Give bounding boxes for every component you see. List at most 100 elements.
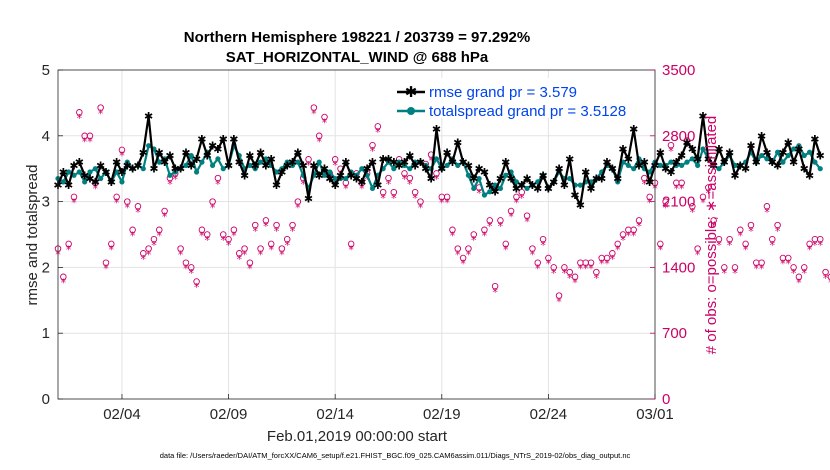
obs-possible-point [140,250,147,257]
rmse-point: ✱ [272,179,281,192]
obs-possible-point [545,254,552,262]
rmse-point: ✱ [128,163,137,176]
rmse-point: ✱ [464,159,473,172]
obs-possible-point [678,179,685,187]
y-tick-label: 2 [42,259,50,276]
obs-possible-point [230,226,238,234]
obs-assimilated-point: * [679,183,685,196]
obs-possible-point [198,226,206,234]
totalspread-point [252,166,258,172]
rmse-point: ✱ [506,173,515,186]
obs-assimilated-point: * [711,220,717,233]
rmse-point: ✱ [725,146,734,159]
rmse-point: ✱ [581,166,590,179]
obs-possible-point [763,203,771,210]
obs-possible-point [369,141,376,149]
obs-assimilated-point: * [775,225,781,238]
obs-assimilated-point: * [439,197,445,210]
obs-assimilated-point: * [66,244,72,257]
totalspread-point [785,152,791,159]
rmse-point: ✱ [293,146,302,159]
rmse-point: ✱ [576,199,585,212]
obs-assimilated-point: * [125,201,131,214]
obs-assimilated-point: * [647,197,653,210]
totalspread-point [444,162,450,169]
totalspread-point [487,189,493,195]
obs-possible-point [134,203,142,210]
rmse-point: ✱ [538,169,547,182]
obs-assimilated-point: * [562,267,568,280]
obs-possible-point [129,226,136,234]
legend: ✱ rmse grand pr = 3.579 totalspread gran… [393,78,626,120]
obs-possible-point [816,235,824,243]
obs-possible-point [102,259,110,266]
totalspread-point [140,166,146,172]
obs-assimilated-point: * [135,206,141,219]
obs-assimilated-point: * [668,145,674,158]
obs-assimilated-point: * [98,107,104,120]
obs-assimilated-point: * [428,154,434,167]
obs-assimilated-point: * [508,211,514,224]
rmse-point: ✱ [229,133,238,146]
obs-assimilated-point: * [604,258,610,271]
obs-assimilated-point: * [455,248,461,261]
rmse-point: ✱ [736,159,745,172]
rmse-point: ✱ [656,146,665,159]
totalspread-point [295,159,301,165]
obs-assimilated-point: * [258,248,264,261]
obs-assimilated-point: * [743,244,749,257]
obs-possible-point [662,198,669,205]
rmse-point: ✱ [245,150,254,163]
obs-possible-point [593,268,600,276]
rmse-point: ✱ [208,140,217,153]
obs-assimilated-point: * [146,248,152,261]
rmse-point: ✱ [64,179,73,192]
obs-assimilated-point: * [780,258,786,271]
obs-assimilated-point: * [300,178,306,191]
totalspread-point [759,152,765,159]
rmse-point: ✱ [192,153,201,166]
obs-assimilated-point: * [183,262,189,275]
totalspread-point [471,185,477,192]
obs-assimilated-point: * [311,107,317,120]
totalspread-point [76,169,82,175]
obs-assimilated-point: * [236,253,242,266]
totalspread-point [193,169,200,175]
obs-possible-point [209,198,216,205]
rmse-point: ✱ [586,182,595,195]
totalspread-point [215,156,221,162]
series-layer: ****** *********** ***** *** *** **** *** *****… [53,104,830,308]
obs-assimilated-point: * [466,248,472,261]
obs-possible-point [406,174,414,182]
rmse-point: ✱ [309,159,318,172]
obs-assimilated-point: * [631,230,637,243]
rmse-point: ✱ [224,159,233,172]
y-tick-label: 3 [42,194,50,211]
obs-assimilated-point: * [567,272,573,285]
obs-possible-point [203,231,211,238]
rmse-point: ✱ [768,156,777,169]
obs-assimilated-point: * [535,262,541,275]
obs-assimilated-point: * [370,145,376,158]
x-tick-label: 02/04 [103,406,141,423]
rmse-point: ✱ [709,159,718,172]
obs-possible-point [491,282,499,290]
rmse-point: ✱ [720,156,729,169]
obs-possible-point [550,264,557,271]
obs-possible-point [433,170,440,177]
obs-possible-point [86,132,94,140]
rmse-point: ✱ [427,173,436,186]
x-tick-label: 02/09 [210,406,248,423]
obs-assimilated-point: * [492,286,498,299]
obs-possible-point [571,273,579,281]
obs-possible-point [182,259,190,266]
obs-assimilated-point: * [82,136,88,149]
obs-possible-point [411,188,419,196]
obs-possible-point [534,259,541,266]
obs-possible-point [561,264,568,271]
obs-assimilated-point: * [487,220,493,233]
totalspread-point [806,149,813,155]
rmse-point: ✱ [618,143,627,156]
totalspread-point [316,159,322,165]
totalspread-point [188,152,194,159]
